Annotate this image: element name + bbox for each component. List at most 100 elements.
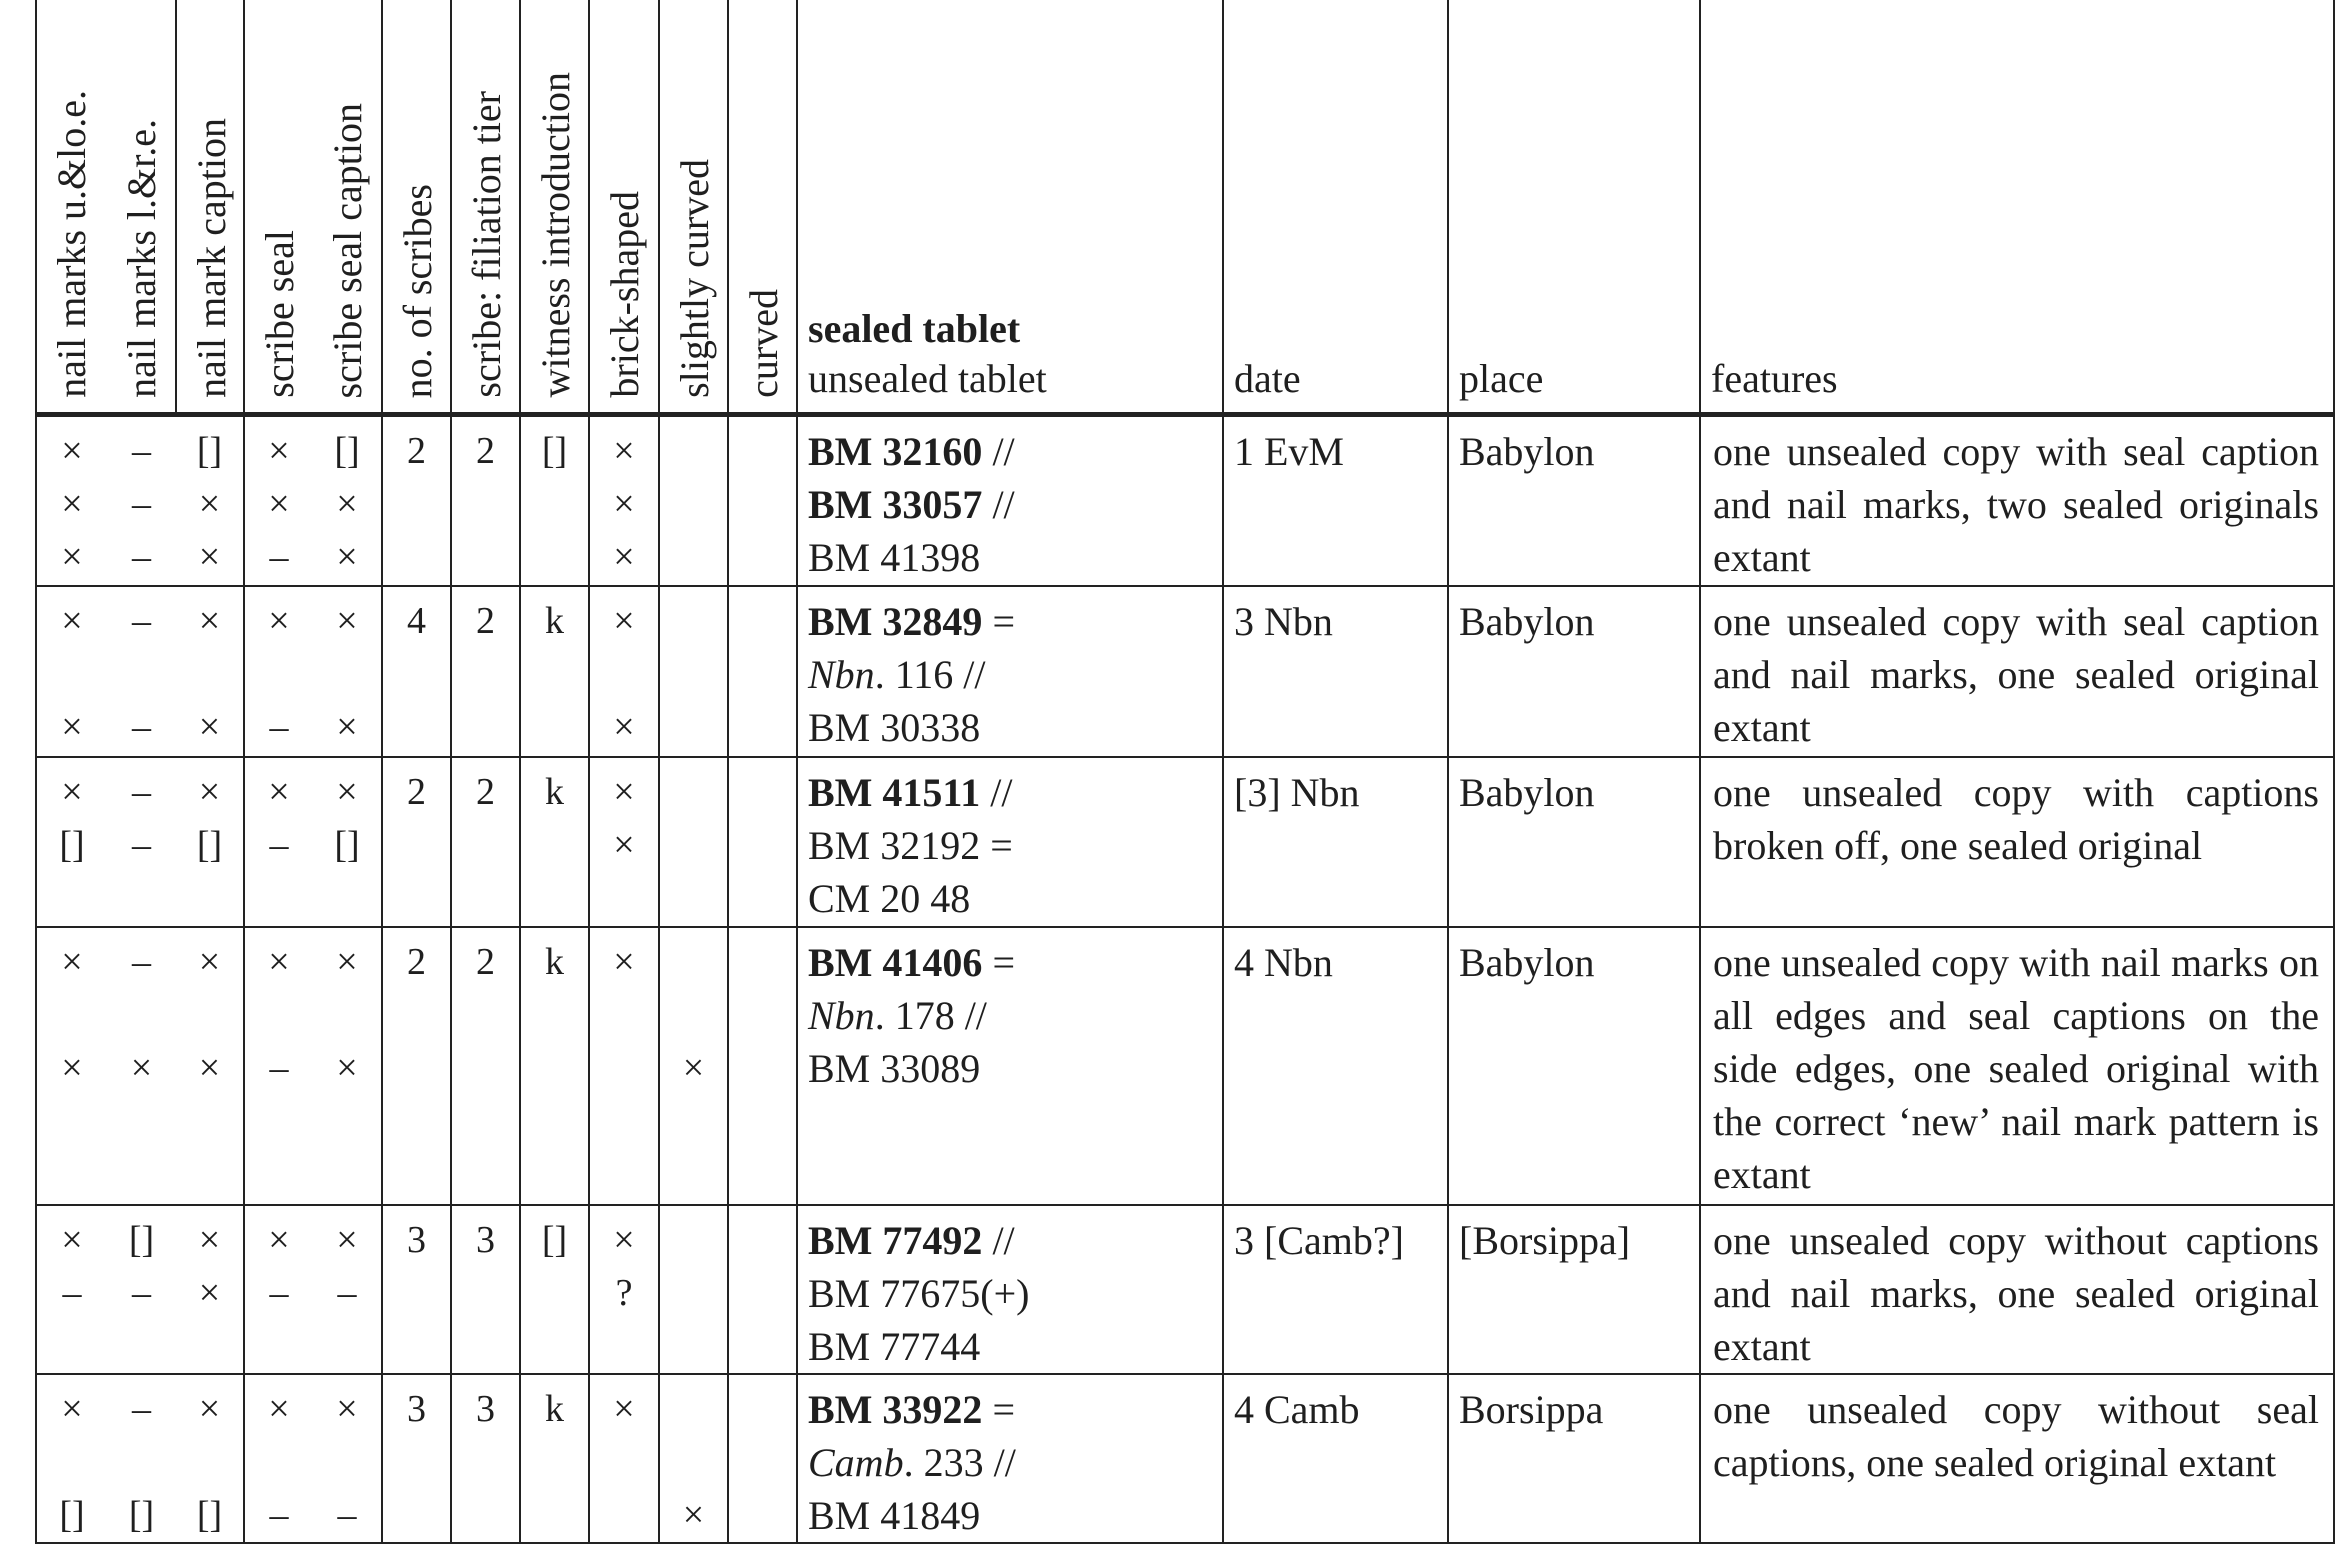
table-row: × × × – – –[] × × × × –[] × × 2 2[] × × × BM 32160 //BM 33… [35, 414, 2335, 586]
mark-value [729, 1436, 796, 1489]
column-header: nail marks l.&r.e. [107, 0, 176, 417]
mark-value [660, 1383, 727, 1436]
mark-value: × [613, 430, 635, 472]
tablet-text: // [980, 769, 1013, 815]
mark-cell: [] – [107, 1205, 176, 1374]
mark-value [176, 989, 243, 1042]
mark-value [176, 648, 243, 701]
mark-value: × [61, 1387, 83, 1430]
table-row: × –[] – × × × – × –3 3[] ×? BM 77492 //BM 77675(+) B… [35, 1204, 2335, 1374]
mark-value [107, 648, 176, 701]
mark-value: [] [334, 430, 360, 472]
date-value: 4 Nbn [1234, 939, 1333, 985]
sealed-tablet-id: BM 77492 [808, 1217, 983, 1263]
mark-value [245, 648, 313, 701]
mark-value [521, 648, 588, 701]
date-value: 3 [Camb?] [1234, 1217, 1404, 1263]
table-row: × × – – × × × – × × 4 2 k × × BM 32849 = Nbn. 116 //BM 3… [35, 585, 2335, 757]
mark-value [37, 989, 107, 1042]
mark-value [107, 1436, 176, 1489]
tablet-cell: BM 32849 = Nbn. 116 //BM 30338 [796, 585, 1223, 757]
mark-value [245, 989, 313, 1042]
features-cell: one unsealed copy with captions broken o… [1699, 756, 2335, 927]
tablet-line: BM 41849 [808, 1489, 1222, 1542]
mark-value [590, 648, 658, 701]
mark-cell: – × [107, 927, 176, 1205]
mark-value: k [545, 940, 564, 983]
mark-value [383, 1436, 450, 1489]
tablet-text: BM 77744 [808, 1323, 981, 1369]
mark-value: [] [196, 430, 223, 472]
mark-value [521, 701, 588, 754]
sealed-tablet-id: BM 33922 [808, 1386, 983, 1432]
mark-value: × [268, 483, 290, 525]
mark-value [729, 701, 796, 754]
mark-value: 4 [407, 599, 426, 642]
mark-value: 3 [476, 1387, 495, 1430]
mark-cell: × – [313, 1374, 382, 1543]
features-cell: one unsealed copy without seal captions,… [1699, 1373, 2335, 1543]
mark-cell: × × [35, 926, 107, 1205]
column-header-label: curved [741, 289, 786, 398]
mark-value: × [336, 536, 358, 578]
tablet-line: BM 30338 [808, 701, 1222, 754]
mark-value: × [198, 536, 221, 578]
mark-value [590, 1042, 658, 1095]
mark-cell: × × [313, 927, 382, 1205]
mark-value [452, 531, 519, 584]
mark-value [660, 819, 727, 872]
mark-value: × [613, 599, 635, 642]
tablet-line: BM 77744 [808, 1320, 1222, 1373]
mark-value: × [336, 1046, 358, 1089]
mark-value [383, 648, 450, 701]
column-header: nail mark caption [175, 0, 244, 417]
mark-cell [658, 1204, 728, 1374]
mark-cell: × × [176, 927, 244, 1205]
tablet-text: BM 77675(+) [808, 1270, 1030, 1316]
mark-value: – [269, 1046, 289, 1089]
mark-value [37, 1436, 107, 1489]
column-header: no. of scribes [381, 0, 451, 417]
column-header-label: slightly curved [672, 159, 717, 398]
mark-cell: 3 [381, 1204, 451, 1374]
place-cell: [Borsippa] [1447, 1204, 1700, 1374]
tablet-text: BM 41398 [808, 535, 981, 580]
mark-value [660, 648, 727, 701]
mark-value: × [61, 1218, 83, 1261]
tablet-line: Nbn. 178 // [808, 989, 1222, 1042]
date-value: 4 Camb [1234, 1386, 1360, 1432]
tablet-line: BM 41406 = [808, 936, 1222, 989]
mark-value: [] [196, 1493, 223, 1536]
mark-value [37, 648, 107, 701]
mark-cell: × × [35, 585, 107, 757]
mark-value: × [613, 536, 635, 578]
mark-cell: × [658, 926, 728, 1205]
features-text: one unsealed copy without captions and n… [1713, 1217, 2319, 1369]
tablet-text: . 116 // [874, 651, 986, 697]
mark-value [590, 989, 658, 1042]
mark-cell: k [519, 1373, 589, 1543]
tablet-line: BM 41398 [808, 531, 1222, 584]
mark-value: × [682, 1493, 705, 1536]
mark-cell: 2 [450, 926, 520, 1205]
mark-cell: – – [107, 586, 176, 757]
tablet-line: CM 20 48 [808, 872, 1222, 925]
mark-value: × [268, 1218, 290, 1261]
mark-cell: 2 [381, 926, 451, 1205]
mark-cell: × – [243, 756, 313, 927]
table-body: × × × – – –[] × × × × –[] × × 2 2[] × × × BM 32160 //BM 33… [35, 414, 2335, 1543]
mark-value [107, 989, 176, 1042]
mark-value [590, 1489, 658, 1542]
mark-cell: 2 [450, 414, 520, 586]
column-header-label: scribe seal [257, 230, 302, 398]
mark-value [521, 531, 588, 584]
mark-value: 2 [476, 770, 495, 813]
mark-value: 3 [407, 1387, 426, 1430]
sealed-tablet-id: BM 33057 [808, 482, 983, 527]
date-cell: 3 [Camb?] [1222, 1204, 1448, 1374]
column-header: scribe seal caption [313, 0, 382, 417]
mark-value: × [336, 705, 358, 748]
mark-value: – [132, 940, 151, 983]
mark-value [729, 819, 796, 872]
column-header-label: no. of scribes [395, 183, 440, 398]
